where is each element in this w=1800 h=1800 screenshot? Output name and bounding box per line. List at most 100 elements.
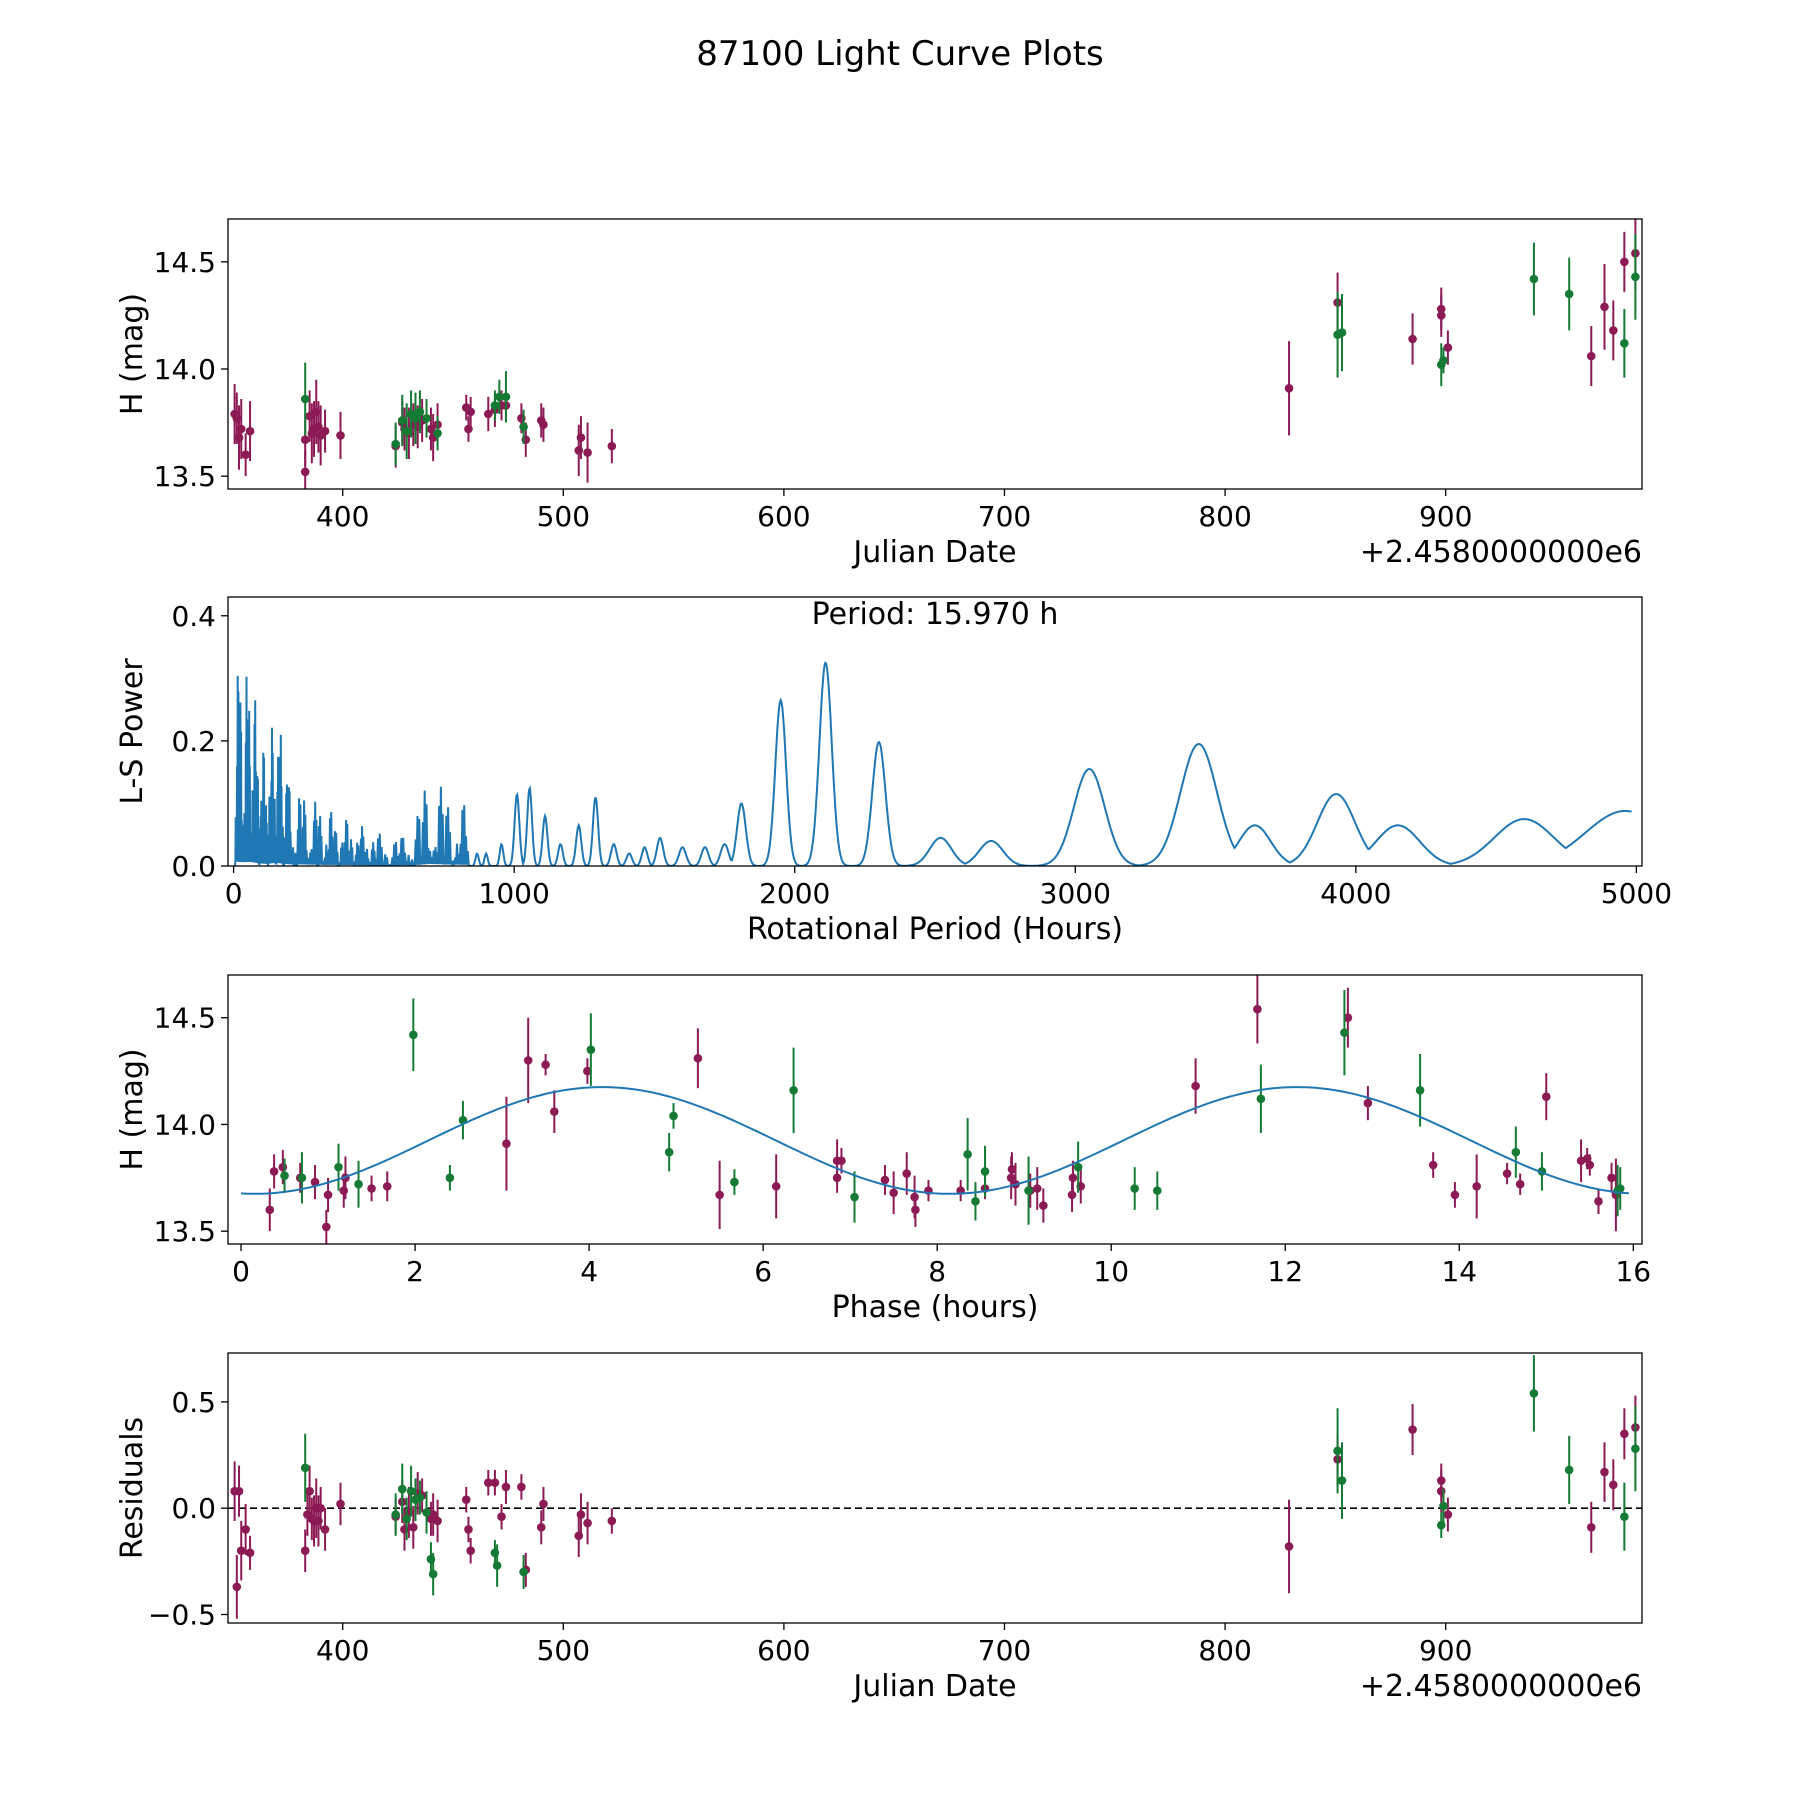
data-point xyxy=(1337,328,1347,337)
data-point xyxy=(466,407,475,417)
y-tick-label: 14.5 xyxy=(154,1002,216,1035)
data-point xyxy=(245,1548,255,1558)
y-tick-label: 0.5 xyxy=(171,1386,216,1419)
data-point xyxy=(391,439,400,449)
data-point xyxy=(300,1463,310,1473)
y-tick-label: 14.0 xyxy=(154,1108,216,1141)
data-point xyxy=(1153,1186,1162,1195)
data-point xyxy=(517,1482,526,1492)
data-point xyxy=(902,1169,912,1178)
data-point xyxy=(1472,1182,1481,1191)
data-point xyxy=(1631,1444,1640,1453)
data-point xyxy=(402,426,411,436)
data-point xyxy=(880,1175,890,1185)
data-point xyxy=(1529,1389,1539,1398)
x-tick-label: 4000 xyxy=(1320,877,1391,910)
data-point xyxy=(1032,1184,1042,1193)
series-purple xyxy=(265,975,1621,1244)
data-point xyxy=(490,1478,500,1487)
data-point xyxy=(1609,326,1618,335)
x-tick-label: 14 xyxy=(1441,1255,1477,1288)
data-point xyxy=(850,1192,859,1202)
data-point xyxy=(495,392,504,402)
data-point xyxy=(490,401,500,410)
data-point xyxy=(1541,1092,1551,1101)
data-point xyxy=(523,1056,533,1065)
data-point xyxy=(1515,1179,1525,1189)
data-point xyxy=(1415,1085,1425,1095)
x-tick-label: 5000 xyxy=(1601,877,1672,910)
data-point xyxy=(1443,343,1453,352)
data-point xyxy=(415,1493,425,1502)
data-point xyxy=(297,1173,307,1183)
data-point xyxy=(1586,351,1596,361)
data-point xyxy=(497,1512,506,1522)
data-point xyxy=(1253,1004,1262,1014)
data-point xyxy=(492,1561,502,1570)
data-point xyxy=(971,1197,980,1206)
data-point xyxy=(409,1030,418,1040)
y-tick-label: 0.0 xyxy=(171,1492,216,1525)
x-tick-label: 4 xyxy=(580,1255,598,1288)
x-tick-label: 12 xyxy=(1267,1255,1303,1288)
data-point xyxy=(1007,1164,1017,1174)
y-tick-label: 0.4 xyxy=(171,600,216,633)
x-tick-label: 1000 xyxy=(479,877,550,910)
data-point xyxy=(1585,1160,1595,1170)
x-tick-label: 0 xyxy=(225,877,243,910)
x-tick-label: 700 xyxy=(978,1634,1031,1667)
data-point xyxy=(519,1567,528,1577)
data-point xyxy=(550,1107,559,1116)
data-point xyxy=(1039,1201,1048,1210)
data-point xyxy=(397,416,407,425)
data-point xyxy=(334,1162,343,1172)
series-purple xyxy=(230,1395,1640,1619)
data-point xyxy=(1436,1520,1446,1530)
data-point xyxy=(501,392,511,402)
data-point xyxy=(1607,1173,1616,1183)
data-point xyxy=(1284,383,1294,393)
series-green xyxy=(300,234,1640,466)
data-point xyxy=(910,1192,919,1202)
data-point xyxy=(1443,1510,1453,1519)
x-offset-label: +2.4580000000e6 xyxy=(1360,535,1642,570)
plot-area xyxy=(234,661,1632,866)
y-axis-label: H (mag) xyxy=(115,1048,150,1170)
data-point xyxy=(316,1503,325,1513)
y-axis-label: L-S Power xyxy=(115,658,150,805)
periodogram-line xyxy=(234,661,1632,866)
data-point xyxy=(322,1222,331,1232)
data-point xyxy=(664,1147,674,1157)
y-axis-label: H (mag) xyxy=(115,293,150,415)
y-tick-label: 0.2 xyxy=(171,725,216,758)
data-point xyxy=(1256,1094,1266,1104)
period-annotation: Period: 15.970 h xyxy=(812,597,1059,632)
data-point xyxy=(305,1486,314,1496)
y-axis-label: Residuals xyxy=(115,1417,150,1559)
data-point xyxy=(1450,1190,1460,1200)
data-point xyxy=(501,1482,511,1492)
data-point xyxy=(1191,1081,1200,1091)
data-point xyxy=(607,441,617,451)
plot-area xyxy=(241,975,1629,1244)
data-point xyxy=(1586,1523,1596,1532)
data-point xyxy=(336,431,345,440)
phase-panel: 0 2 4 6 8 10 12 14 16 13.5 14.0 14.5 Phase (hours) H … xyxy=(115,974,1651,1325)
x-tick-label: 400 xyxy=(316,1634,369,1667)
data-point xyxy=(428,1569,438,1579)
x-tick-label: 600 xyxy=(757,1634,810,1667)
data-point xyxy=(391,1510,400,1519)
plot-area xyxy=(228,1355,1642,1619)
data-point xyxy=(539,1499,548,1509)
series-purple xyxy=(230,219,1640,489)
data-point xyxy=(415,407,425,417)
data-point xyxy=(1600,302,1609,312)
data-point xyxy=(1340,1028,1349,1037)
data-point xyxy=(1600,1467,1609,1477)
x-axis-label: Julian Date xyxy=(851,535,1016,570)
data-point xyxy=(889,1188,898,1198)
x-tick-label: 500 xyxy=(537,500,590,533)
data-point xyxy=(1073,1162,1083,1172)
x-tick-label: 2000 xyxy=(759,877,830,910)
